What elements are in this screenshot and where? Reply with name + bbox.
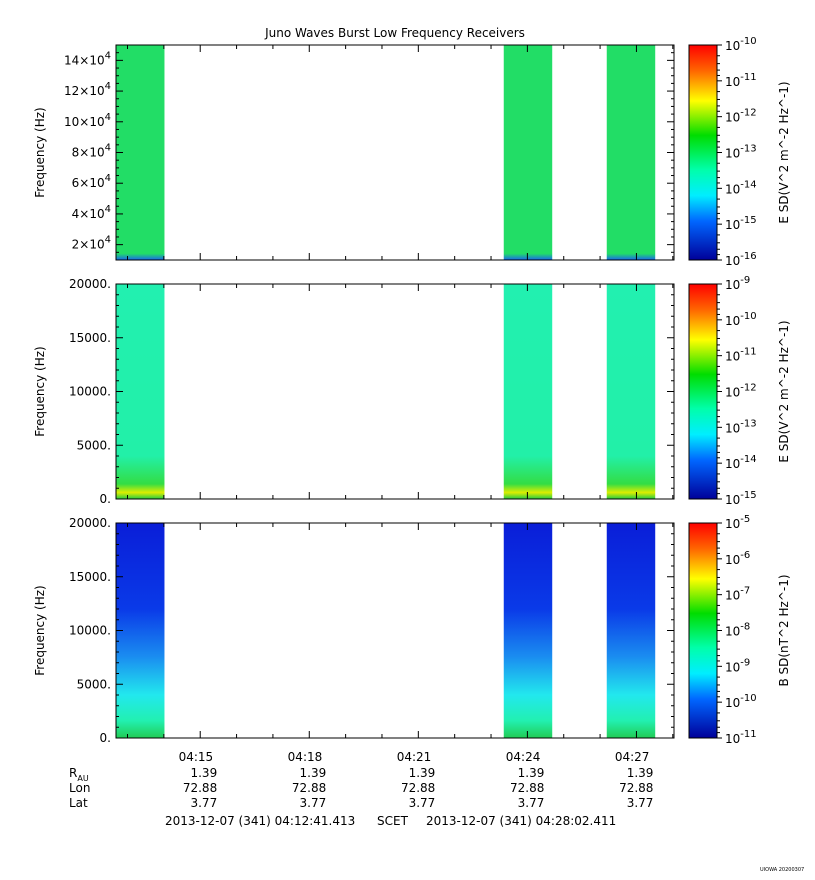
y-tick-label: 14×104 xyxy=(64,50,111,67)
colorbar xyxy=(688,283,718,500)
data-block-3 xyxy=(606,45,656,260)
ephemeris-rau-label: RAU xyxy=(69,766,89,783)
time-tick-label: 04:21 xyxy=(397,750,432,764)
data-block-1 xyxy=(116,45,165,260)
y-tick-label: 20000. xyxy=(69,516,111,530)
colorbar-label: E SD(V^2 m^-2 Hz^-1) xyxy=(777,81,791,223)
time-tick-label: 04:24 xyxy=(506,750,541,764)
figure-title: Juno Waves Burst Low Frequency Receivers xyxy=(264,26,525,40)
spectrogram-panel-top: 2×104 4×104 6×104 8×104 10×104 12×104 14×104 Fr… xyxy=(33,36,791,268)
time-tick-label: 04:18 xyxy=(288,750,323,764)
y-tick-label: 5000. xyxy=(77,677,111,691)
data-block-2 xyxy=(503,284,553,499)
credit-stamp: UIOWA 20200307 xyxy=(760,867,804,873)
colorbar-tick-label: 10-11 xyxy=(725,729,757,746)
colorbar-tick-label: 10-13 xyxy=(725,144,757,161)
data-block-3 xyxy=(606,523,656,738)
colorbar-tick-label: 10-13 xyxy=(725,418,757,435)
y-axis-label: Frequency (Hz) xyxy=(33,346,47,437)
ephemeris-lat-value: 3.77 xyxy=(300,796,327,810)
time-range-end: 2013-12-07 (341) 04:28:02.411 xyxy=(426,814,616,828)
y-tick-label: 2×104 xyxy=(72,235,111,252)
time-axis: 04:15 04:18 04:21 04:24 04:27 xyxy=(179,750,650,764)
y-tick-label: 12×104 xyxy=(64,81,111,98)
plot-frame xyxy=(115,522,675,739)
time-tick-label: 04:27 xyxy=(615,750,650,764)
colorbar-tick-label: 10-14 xyxy=(725,454,757,471)
ephemeris-rau-value: 1.39 xyxy=(409,766,436,780)
y-tick-label: 15000. xyxy=(69,570,111,584)
colorbar-tick-label: 10-15 xyxy=(725,215,757,232)
colorbar xyxy=(688,44,718,261)
ephemeris-lat-value: 3.77 xyxy=(190,796,217,810)
colorbar-tick-label: 10-6 xyxy=(725,550,750,567)
y-tick-label: 6×104 xyxy=(72,173,111,190)
ephemeris-lon-value: 72.88 xyxy=(183,781,217,795)
spectrogram-panel-bottom: 0. 5000. 10000. 15000. 20000. Frequency (Hz) 1… xyxy=(33,514,791,746)
ephemeris-rau-value: 1.39 xyxy=(190,766,217,780)
y-tick-label: 20000. xyxy=(69,277,111,291)
time-range-scet: SCET xyxy=(377,814,409,828)
colorbar-tick-label: 10-7 xyxy=(725,586,750,603)
y-tick-label: 5000. xyxy=(77,438,111,452)
data-block-1 xyxy=(116,523,165,738)
spectrogram-panels: 2×104 4×104 6×104 8×104 10×104 12×104 14×104 Fr… xyxy=(33,36,791,746)
colorbar-tick-label: 10-15 xyxy=(725,490,757,507)
y-axis-label: Frequency (Hz) xyxy=(33,107,47,198)
y-tick-label: 0. xyxy=(100,731,111,745)
y-tick-label: 4×104 xyxy=(72,204,111,221)
time-tick-label: 04:15 xyxy=(179,750,214,764)
colorbar-label: B SD(nT^2 Hz^-1) xyxy=(777,574,791,686)
ephemeris-lat-value: 3.77 xyxy=(518,796,545,810)
data-block-2 xyxy=(503,45,553,260)
y-tick-label: 10000. xyxy=(69,624,111,638)
colorbar-tick-label: 10-9 xyxy=(725,657,750,674)
colorbar-tick-label: 10-14 xyxy=(725,179,757,196)
colorbar-label: E SD(V^2 m^-2 Hz^-1) xyxy=(777,320,791,462)
colorbar-tick-label: 10-11 xyxy=(725,72,757,89)
spectrogram-panel-middle: 0. 5000. 10000. 15000. 20000. Frequency (Hz) 1… xyxy=(33,275,791,507)
colorbar-tick-label: 10-11 xyxy=(725,347,757,364)
y-tick-label: 0. xyxy=(100,492,111,506)
colorbar-tick-label: 10-8 xyxy=(725,622,750,639)
plot-frame xyxy=(115,283,675,500)
colorbar-tick-label: 10-9 xyxy=(725,275,750,292)
y-tick-label: 15000. xyxy=(69,331,111,345)
y-tick-label: 8×104 xyxy=(72,143,111,160)
ephemeris-lon-value: 72.88 xyxy=(619,781,653,795)
ephemeris-rau-value: 1.39 xyxy=(518,766,545,780)
y-tick-label: 10×104 xyxy=(64,112,111,129)
plot-frame xyxy=(115,44,675,261)
data-block-1 xyxy=(116,284,165,499)
ephemeris-rau-value: 1.39 xyxy=(627,766,654,780)
ephemeris-lon-label: Lon xyxy=(69,781,90,795)
ephemeris-lat-value: 3.77 xyxy=(627,796,654,810)
data-block-3 xyxy=(606,284,656,499)
ephemeris-lat-label: Lat xyxy=(69,796,88,810)
ephemeris-lon-value: 72.88 xyxy=(292,781,326,795)
ephemeris-lon-value: 72.88 xyxy=(401,781,435,795)
y-tick-label: 10000. xyxy=(69,385,111,399)
colorbar xyxy=(688,522,718,739)
ephemeris-lat-value: 3.77 xyxy=(409,796,436,810)
colorbar-tick-label: 10-10 xyxy=(725,693,757,710)
colorbar-tick-label: 10-10 xyxy=(725,36,757,53)
colorbar-tick-label: 10-16 xyxy=(725,251,757,268)
colorbar-tick-label: 10-12 xyxy=(725,108,757,125)
y-axis-label: Frequency (Hz) xyxy=(33,585,47,676)
time-range-start: 2013-12-07 (341) 04:12:41.413 xyxy=(165,814,355,828)
ephemeris-lon-value: 72.88 xyxy=(510,781,544,795)
ephemeris-rau-value: 1.39 xyxy=(300,766,327,780)
colorbar-tick-label: 10-5 xyxy=(725,514,750,531)
data-block-2 xyxy=(503,523,553,738)
colorbar-tick-label: 10-10 xyxy=(725,311,757,328)
colorbar-tick-label: 10-12 xyxy=(725,383,757,400)
